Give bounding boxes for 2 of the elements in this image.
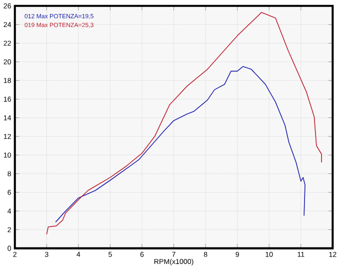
line-series (46, 12, 322, 235)
line-series (55, 66, 306, 223)
